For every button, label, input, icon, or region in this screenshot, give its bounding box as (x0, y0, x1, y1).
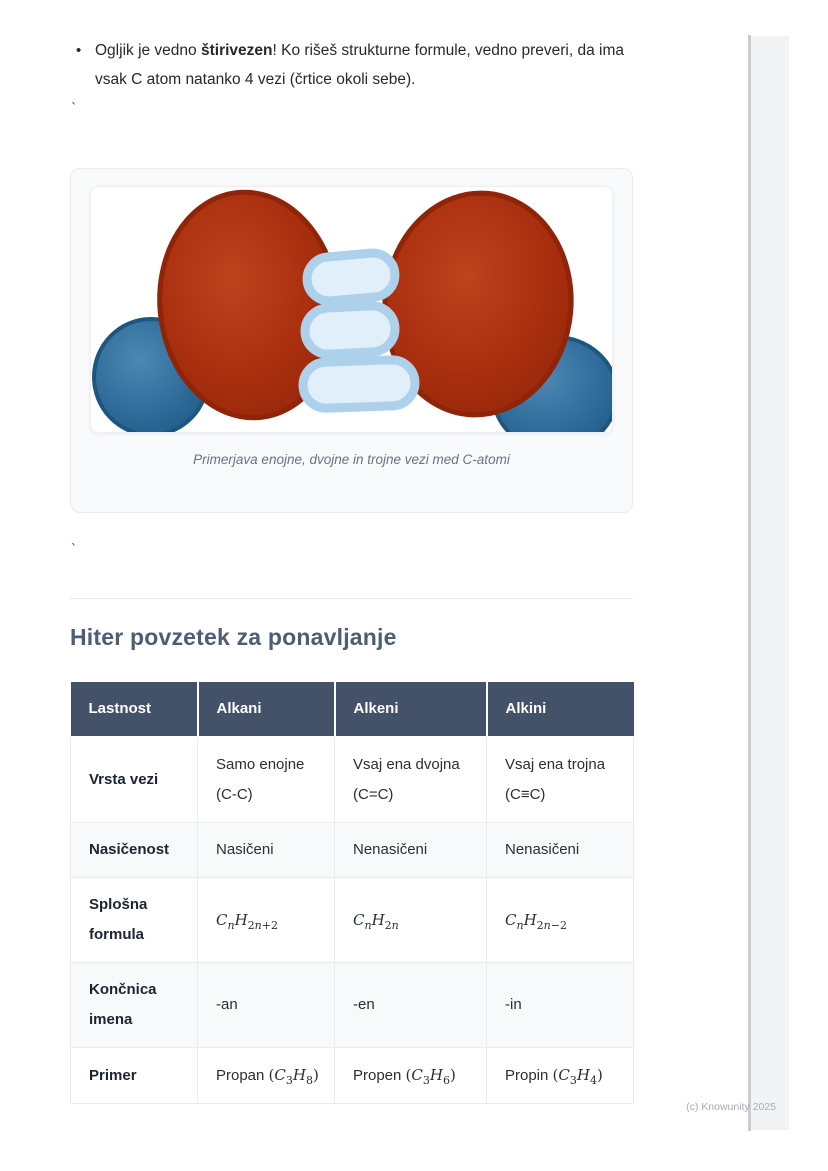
table-row: Končnica imena -an -en -in (70, 962, 634, 1048)
scrollbar-track[interactable] (751, 36, 789, 1130)
stray-backtick-top: ` (71, 100, 76, 117)
table-cell: CnH2n (334, 877, 487, 963)
table-row: Splošna formula CnH2n+2 CnH2n CnH2n−2 (70, 877, 634, 963)
table-row-label: Končnica imena (70, 962, 198, 1048)
section-heading: Hiter povzetek za ponavljanje (70, 624, 397, 650)
scrollbar-thumb[interactable] (748, 35, 751, 1131)
chemical-formula: (C3H6) (405, 1066, 456, 1087)
table-cell: Vsaj ena trojna (C≡C) (486, 736, 634, 823)
chemical-formula: (C3H4) (552, 1066, 603, 1087)
bullet-list: • Ogljik je vedno štirivezen! Ko rišeš s… (70, 36, 636, 94)
chemical-formula: (C3H8) (268, 1066, 319, 1087)
table-row-label: Vrsta vezi (70, 736, 198, 823)
table-cell: -en (334, 962, 487, 1048)
bullet-text-bold: štirivezen (200, 42, 273, 59)
bullet-text-prefix: Ogljik je vedno (95, 42, 201, 59)
table-cell: Nenasičeni (486, 822, 634, 878)
table-cell: CnH2n+2 (197, 877, 335, 963)
table-header: Lastnost Alkani Alkeni Alkini (70, 682, 634, 738)
alkanes-summary-table: Lastnost Alkani Alkeni Alkini Vrsta vezi Sam… (70, 682, 634, 1104)
table-header-cell: Lastnost (70, 682, 199, 738)
table-row-label: Splošna formula (70, 877, 198, 963)
table-cell: Vsaj ena dvojna (C=C) (334, 736, 487, 823)
table-header-cell: Alkeni (334, 682, 488, 738)
list-item: • Ogljik je vedno štirivezen! Ko rišeš s… (70, 36, 636, 94)
stray-backtick-bottom: ` (71, 541, 76, 558)
chemical-formula: CnH2n+2 (216, 910, 278, 932)
table-cell: Propan (C3H8) (197, 1047, 335, 1104)
bullet-dot-icon: • (76, 42, 82, 59)
table-row: Primer Propan (C3H8) Propen (C3H6) Propin (… (70, 1047, 634, 1104)
figure-card: Primerjava enojne, dvojne in trojne vezi… (70, 168, 633, 513)
bond-pill-1 (302, 248, 400, 306)
molecule-illustration (90, 186, 613, 433)
bullet-text-suffix: ! Ko rišeš strukturne formule, vedno pre… (95, 42, 624, 88)
table-cell: Samo enojne (C-C) (197, 736, 335, 823)
table-cell: Propen (C3H6) (334, 1047, 487, 1104)
footer-credit: (c) Knowunity 2025 (686, 1101, 776, 1113)
bond-pill-2 (300, 301, 400, 359)
table-cell: -in (486, 962, 634, 1048)
table-cell: CnH2n−2 (486, 877, 634, 963)
table-row: Nasičenost Nasičeni Nenasičeni Nenasičeni (70, 822, 634, 878)
table-cell: Propin (C3H4) (486, 1047, 634, 1104)
table-header-cell: Alkini (486, 682, 634, 738)
section-divider (70, 598, 633, 599)
chemical-formula: CnH2n−2 (505, 910, 567, 932)
table-row-label: Nasičenost (70, 822, 198, 878)
chemical-formula: CnH2n (353, 910, 399, 932)
table-row: Vrsta vezi Samo enojne (C-C) Vsaj ena dvoj… (70, 736, 634, 823)
bullet-text: Ogljik je vedno štirivezen! Ko rišeš str… (95, 36, 636, 94)
bond-pill-3 (298, 355, 420, 413)
summary-table: Lastnost Alkani Alkeni Alkini Vrsta vezi Sam… (70, 682, 634, 1104)
molecule-bond-svg (92, 189, 612, 432)
table-cell: Nasičeni (197, 822, 335, 878)
table-row-label: Primer (70, 1047, 198, 1104)
table-cell: -an (197, 962, 335, 1048)
table-cell: Nenasičeni (334, 822, 487, 878)
figure-caption: Primerjava enojne, dvojne in trojne vezi… (193, 452, 510, 467)
table-header-cell: Alkani (197, 682, 336, 738)
